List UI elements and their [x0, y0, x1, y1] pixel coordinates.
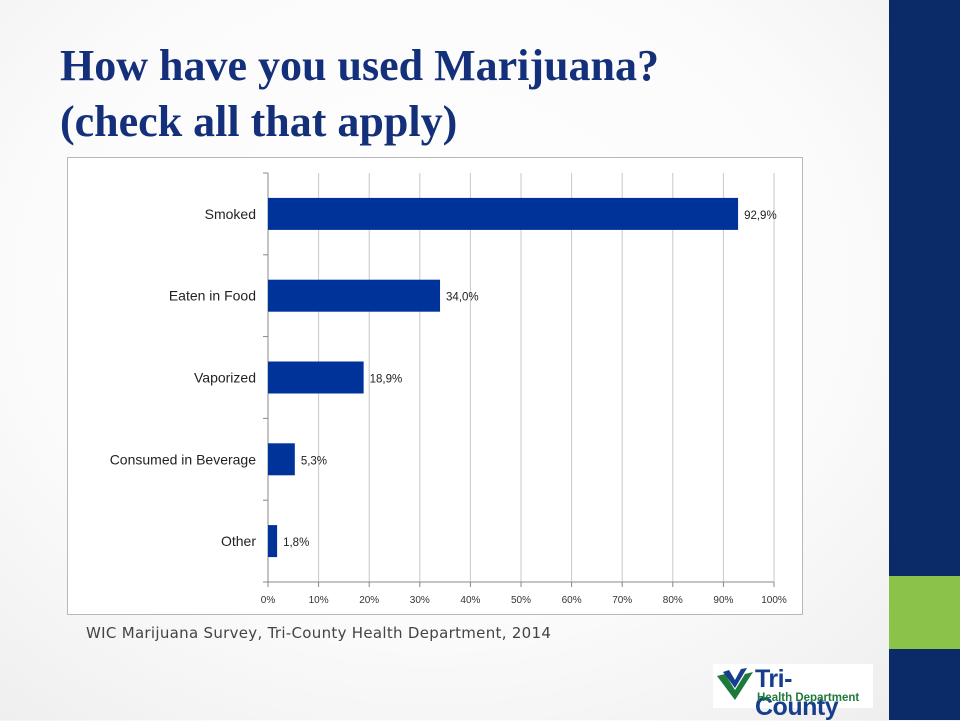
tri-county-logo: Tri-County Health Department [713, 664, 873, 721]
data-label: 18,9% [370, 374, 403, 386]
bar [268, 525, 278, 558]
x-tick-label: 60% [562, 595, 582, 606]
data-label: 1,8% [283, 537, 309, 549]
x-tick-label: 100% [761, 595, 787, 606]
data-label: 34,0% [446, 292, 479, 304]
data-label: 92,9% [744, 210, 777, 222]
x-tick-label: 70% [612, 595, 632, 606]
x-tick-label: 10% [309, 595, 329, 606]
title-line-2: (check all that apply) [60, 97, 458, 146]
title-line-1: How have you used Marijuana? [60, 41, 659, 90]
x-tick-label: 0% [261, 595, 276, 606]
x-tick-label: 20% [359, 595, 379, 606]
x-tick-label: 40% [460, 595, 480, 606]
bar [268, 197, 739, 230]
data-label: 5,3% [301, 455, 327, 467]
source-note: WIC Marijuana Survey, Tri-County Health … [86, 624, 552, 642]
side-accent [889, 576, 960, 649]
category-label: Eaten in Food [169, 288, 256, 304]
logo-mark-icon [717, 668, 753, 700]
logo-name: Tri-County [755, 665, 839, 721]
bar-chart: 0% 10% 20% 30% 40% 50% 60% 70% 80% 90% 100% Smoked 9… [110, 172, 787, 606]
bar [268, 443, 295, 476]
x-tick-label: 80% [663, 595, 683, 606]
bar [268, 279, 441, 312]
x-tick-label: 50% [511, 595, 531, 606]
category-label: Vaporized [194, 370, 256, 386]
bar [268, 361, 364, 394]
logo-subtitle: Health Department [757, 692, 860, 704]
x-tick-label: 90% [713, 595, 733, 606]
chart-frame: 0% 10% 20% 30% 40% 50% 60% 70% 80% 90% 100% Smoked 9… [67, 157, 803, 615]
category-label: Other [221, 533, 256, 549]
category-label: Consumed in Beverage [110, 451, 257, 467]
slide-title: How have you used Marijuana? (check all … [60, 38, 860, 150]
category-label: Smoked [205, 206, 256, 222]
x-tick-label: 30% [410, 595, 430, 606]
